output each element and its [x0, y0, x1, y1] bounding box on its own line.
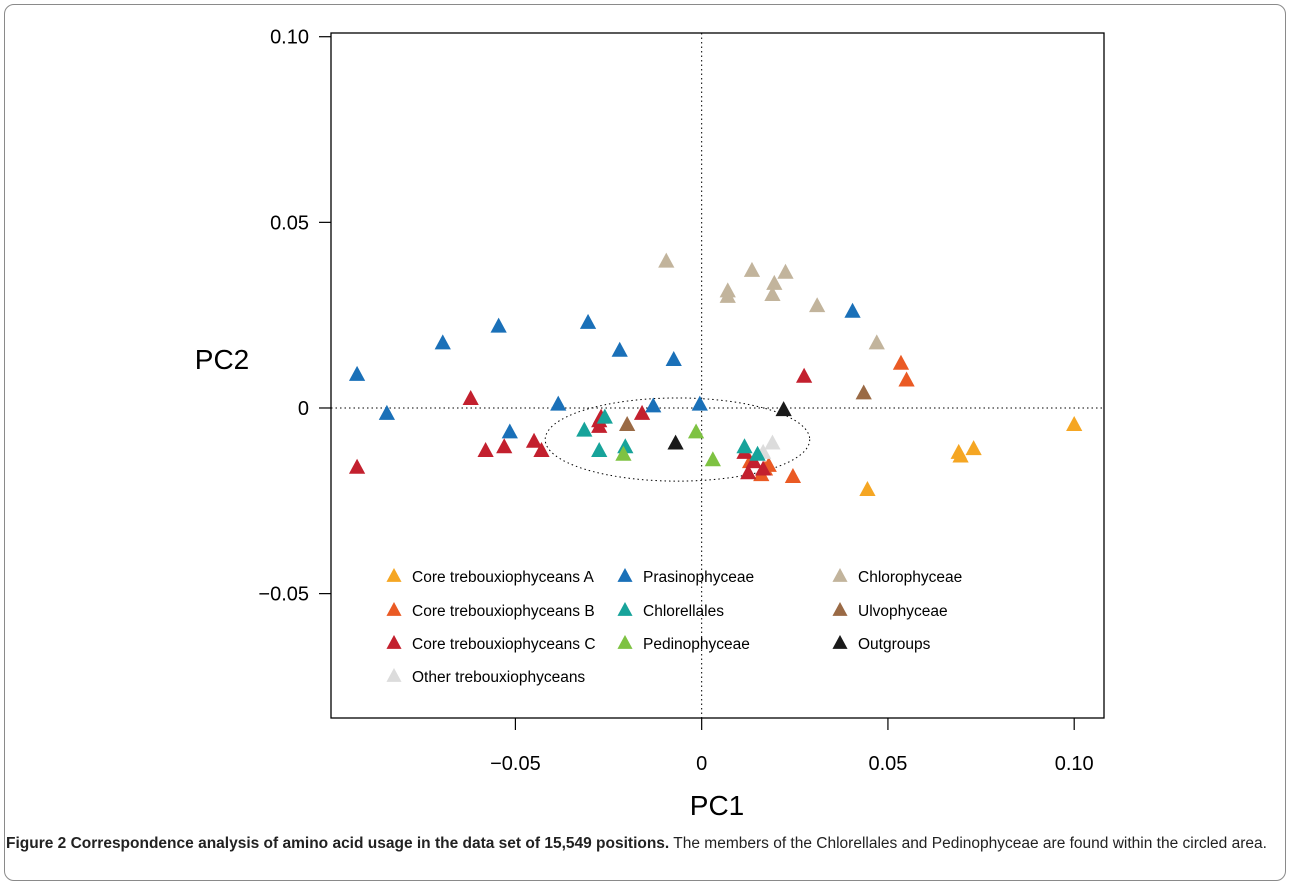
y-tick-label: 0 — [298, 398, 309, 420]
caption-text: The members of the Chlorellales and Pedi… — [669, 835, 1267, 852]
data-point-triangle — [755, 460, 772, 476]
x-tick-label: 0.05 — [868, 753, 907, 775]
data-point-triangle — [533, 442, 550, 457]
data-point-triangle — [743, 261, 761, 277]
legend-marker — [832, 634, 848, 649]
legend-label: Other trebouxiophyceans — [412, 669, 585, 686]
data-point-triangle — [477, 442, 494, 457]
data-point-triangle — [749, 445, 766, 461]
legend-marker — [832, 601, 848, 616]
data-point-triangle — [898, 371, 915, 387]
y-axis-label: PC2 — [195, 344, 249, 375]
data-point-triangle — [591, 442, 608, 457]
x-tick-label: 0.10 — [1055, 753, 1094, 775]
legend-label: Core trebouxiophyceans C — [412, 636, 596, 653]
scatter-plot: −0.05 0 0.05 0.10 −0.05 0 0.05 0.10 Core trebou… — [195, 27, 1105, 821]
data-point-triangle — [591, 417, 608, 433]
data-point-triangle — [687, 423, 705, 439]
data-point-triangle — [348, 458, 366, 474]
legend-label: Pedinophyceae — [643, 636, 750, 653]
data-point-triangle — [844, 302, 861, 318]
legend-label: Chlorophyceae — [858, 569, 962, 586]
data-point-triangle — [633, 404, 651, 420]
data-point-triangle — [764, 434, 781, 450]
caption-title: Figure 2 Correspondence analysis of amin… — [6, 835, 670, 852]
data-point-triangle — [576, 421, 593, 437]
data-point-triangle — [777, 263, 794, 279]
legend-label: Core trebouxiophyceans A — [412, 569, 594, 586]
data-point-triangle — [719, 287, 736, 303]
data-point-triangle — [611, 341, 628, 357]
data-point-triangle — [892, 354, 910, 370]
data-point-triangle — [784, 467, 802, 483]
legend-marker — [386, 601, 402, 616]
data-point-triangle — [691, 395, 708, 411]
legend-marker — [617, 567, 633, 582]
data-point-triangle — [579, 313, 597, 329]
y-tick-label: 0.10 — [270, 27, 309, 49]
data-point-triangle — [965, 440, 982, 456]
data-point-triangle — [658, 252, 675, 268]
legend-marker — [832, 567, 848, 582]
plot-area-border — [330, 32, 1105, 719]
data-point-triangle — [667, 434, 684, 450]
legend-marker — [386, 634, 402, 649]
legend-marker — [386, 567, 402, 582]
data-point-triangle — [348, 365, 366, 381]
x-tick-label: 0 — [696, 753, 707, 775]
legend-label: Outgroups — [858, 636, 931, 653]
data-point-triangle — [525, 432, 543, 448]
data-point-triangle — [619, 416, 636, 431]
data-point-triangle — [868, 334, 885, 350]
x-tick-label: −0.05 — [490, 753, 541, 775]
data-point-triangle — [645, 397, 662, 413]
data-point-triangle — [490, 317, 507, 333]
legend-marker — [617, 601, 633, 616]
data-point-triangle — [617, 438, 634, 454]
data-point-triangle — [596, 408, 613, 424]
figure-frame — [4, 4, 1286, 881]
data-point-triangle — [434, 334, 451, 350]
legend-label: Chlorellales — [643, 603, 724, 620]
data-point-triangle — [809, 297, 826, 313]
circled-area-ellipse — [544, 397, 811, 482]
data-point-triangle — [855, 384, 872, 400]
data-point-triangle — [775, 401, 792, 417]
legend-marker — [617, 634, 633, 649]
data-point-triangle — [501, 423, 518, 439]
y-tick-label: 0.05 — [270, 212, 309, 234]
x-axis-label: PC1 — [690, 790, 744, 821]
data-point-triangle — [615, 445, 632, 461]
data-point-triangle — [736, 438, 753, 454]
figure-caption: Figure 2 Correspondence analysis of amin… — [6, 832, 1276, 856]
data-point-triangle — [378, 404, 395, 420]
legend-label: Ulvophyceae — [858, 603, 948, 620]
data-point-triangle — [462, 390, 479, 406]
data-point-triangle — [496, 438, 513, 454]
legend-label: Core trebouxiophyceans B — [412, 603, 595, 620]
data-point-triangle — [859, 480, 876, 496]
data-point-triangle — [665, 351, 682, 367]
legend-label: Prasinophyceae — [643, 569, 754, 586]
data-point-triangle — [704, 451, 721, 467]
data-point-triangle — [550, 395, 567, 411]
data-point-triangle — [766, 274, 783, 290]
data-point-triangle — [795, 367, 813, 383]
legend-marker — [386, 667, 402, 682]
y-tick-label: −0.05 — [258, 584, 309, 606]
data-point-triangle — [764, 286, 781, 302]
data-point-triangle — [740, 464, 757, 480]
data-point-triangle — [1066, 416, 1083, 431]
data-point-triangle — [952, 447, 969, 463]
